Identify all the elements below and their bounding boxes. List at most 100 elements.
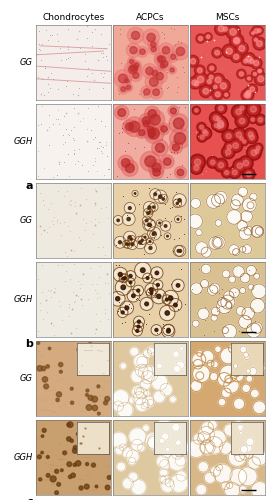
- Circle shape: [169, 298, 182, 312]
- Circle shape: [156, 220, 163, 226]
- Circle shape: [137, 325, 140, 328]
- Circle shape: [258, 70, 261, 72]
- Circle shape: [117, 402, 133, 418]
- Circle shape: [132, 190, 138, 196]
- Circle shape: [219, 106, 223, 110]
- Circle shape: [136, 330, 139, 332]
- Circle shape: [71, 473, 75, 478]
- Circle shape: [100, 365, 102, 368]
- Circle shape: [197, 122, 206, 132]
- Circle shape: [143, 29, 160, 46]
- Circle shape: [253, 148, 260, 155]
- Circle shape: [198, 124, 205, 130]
- Circle shape: [216, 464, 223, 471]
- Circle shape: [120, 363, 126, 369]
- Circle shape: [239, 228, 251, 240]
- Circle shape: [187, 440, 205, 458]
- Circle shape: [129, 274, 132, 278]
- Circle shape: [119, 241, 121, 244]
- Circle shape: [208, 420, 217, 430]
- Circle shape: [140, 268, 145, 272]
- Text: GG: GG: [20, 58, 33, 67]
- Circle shape: [249, 116, 257, 124]
- Circle shape: [245, 357, 259, 372]
- Circle shape: [205, 472, 216, 484]
- Circle shape: [126, 450, 139, 462]
- Circle shape: [231, 36, 242, 46]
- Circle shape: [123, 478, 134, 489]
- Circle shape: [170, 128, 190, 148]
- Circle shape: [218, 120, 223, 126]
- Circle shape: [149, 240, 151, 242]
- Circle shape: [258, 70, 262, 72]
- Circle shape: [160, 64, 165, 68]
- Circle shape: [144, 236, 146, 238]
- Text: b: b: [25, 340, 33, 349]
- Circle shape: [105, 485, 110, 490]
- Circle shape: [152, 232, 156, 235]
- Circle shape: [137, 289, 140, 292]
- Circle shape: [218, 80, 229, 91]
- Circle shape: [223, 169, 230, 176]
- Circle shape: [67, 422, 73, 428]
- Circle shape: [149, 224, 151, 226]
- Circle shape: [251, 150, 257, 156]
- Circle shape: [153, 89, 159, 96]
- Circle shape: [129, 65, 137, 74]
- Circle shape: [138, 320, 140, 323]
- Circle shape: [152, 206, 155, 208]
- Circle shape: [148, 206, 151, 209]
- Circle shape: [124, 60, 142, 78]
- Circle shape: [201, 86, 211, 96]
- Circle shape: [177, 218, 179, 220]
- Circle shape: [174, 303, 177, 307]
- Circle shape: [218, 398, 226, 406]
- Circle shape: [164, 224, 167, 228]
- Circle shape: [37, 366, 42, 371]
- Circle shape: [123, 231, 136, 243]
- Circle shape: [249, 135, 254, 140]
- Circle shape: [224, 424, 236, 436]
- Circle shape: [175, 455, 186, 466]
- Circle shape: [209, 236, 222, 250]
- Circle shape: [255, 150, 259, 154]
- Circle shape: [233, 398, 245, 409]
- Circle shape: [223, 27, 227, 31]
- Circle shape: [216, 160, 226, 170]
- Circle shape: [173, 194, 186, 207]
- Text: c: c: [26, 498, 33, 500]
- Circle shape: [248, 457, 260, 469]
- Circle shape: [232, 170, 237, 175]
- Circle shape: [146, 432, 161, 448]
- Circle shape: [143, 350, 151, 358]
- Circle shape: [110, 292, 125, 306]
- Circle shape: [152, 163, 161, 172]
- Circle shape: [132, 294, 135, 298]
- Circle shape: [156, 441, 166, 450]
- Circle shape: [125, 306, 129, 310]
- Circle shape: [201, 264, 211, 274]
- Circle shape: [138, 444, 145, 452]
- Circle shape: [215, 123, 223, 132]
- Circle shape: [215, 50, 219, 55]
- Circle shape: [152, 140, 168, 156]
- Circle shape: [139, 241, 142, 244]
- Circle shape: [226, 48, 232, 54]
- Circle shape: [138, 364, 153, 380]
- Circle shape: [140, 298, 153, 310]
- Circle shape: [160, 460, 170, 469]
- Circle shape: [67, 423, 70, 426]
- Circle shape: [137, 46, 148, 57]
- Circle shape: [145, 283, 158, 296]
- Circle shape: [123, 76, 131, 85]
- Circle shape: [255, 114, 266, 126]
- Circle shape: [206, 194, 221, 208]
- Circle shape: [128, 458, 136, 465]
- Circle shape: [244, 128, 257, 141]
- Circle shape: [255, 144, 262, 151]
- Circle shape: [227, 210, 241, 224]
- Circle shape: [195, 74, 206, 85]
- Circle shape: [251, 31, 255, 36]
- Circle shape: [117, 307, 128, 318]
- Circle shape: [247, 202, 254, 209]
